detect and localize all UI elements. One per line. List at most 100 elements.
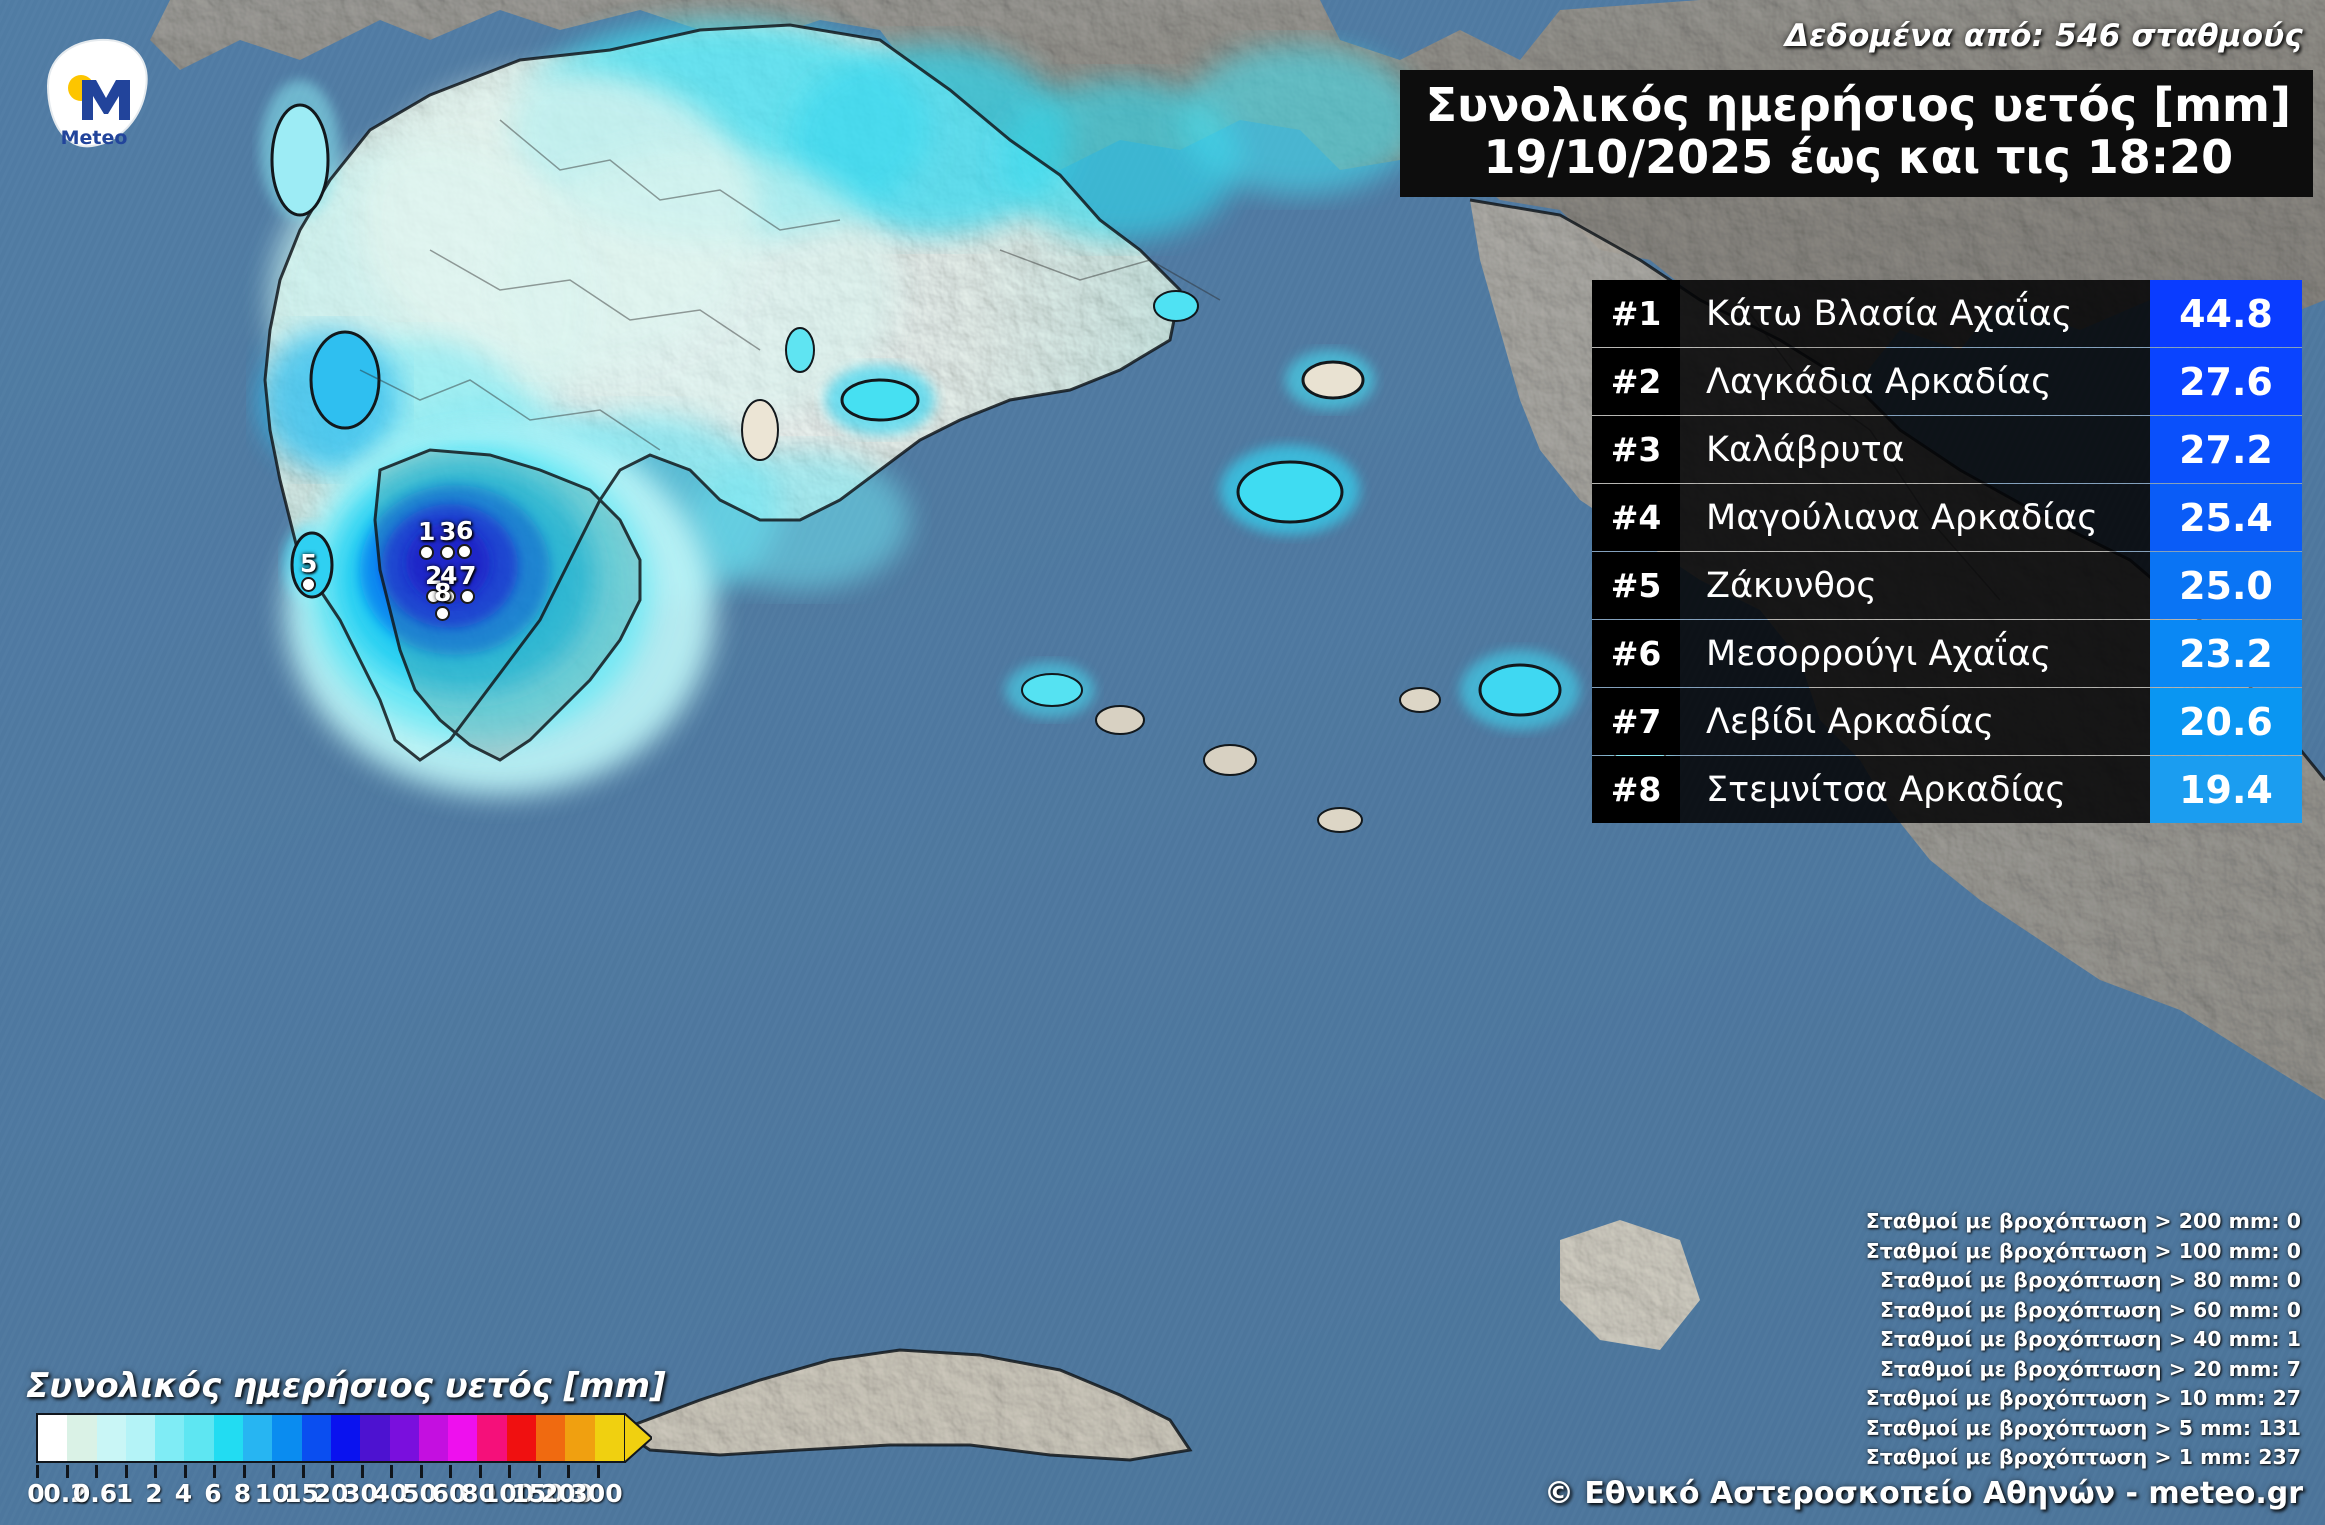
colorbar-tick [183, 1465, 187, 1478]
copyright-line: © Εθνικό Αστεροσκοπείο Αθηνών - meteo.gr [1543, 1476, 2303, 1511]
station-name: Μαγούλιανα Αρκαδίας [1680, 484, 2150, 551]
colorbar-segment [360, 1415, 390, 1461]
colorbar-tick [301, 1465, 305, 1478]
station-name: Λεβίδι Αρκαδίας [1680, 688, 2150, 755]
colorbar-tick [567, 1465, 570, 1478]
colorbar-segment [418, 1415, 449, 1461]
station-value: 44.8 [2150, 280, 2302, 347]
colorbar-tick [537, 1465, 541, 1478]
colorbar-tick [124, 1465, 128, 1478]
statistic-line: Σταθμοί με βροχόπτωση > 20 mm: 7 [1879, 1356, 2301, 1381]
colorbar-tick-labels: 0 0.2 0.6 1 2 4 6 8 10 15 20 30 40 50 60 80 100 150 200 300 [27, 1479, 656, 1515]
colorbar-tick [95, 1465, 98, 1478]
table-row: #4 Μαγούλιανα Αρκαδίας 25.4 [1592, 484, 2302, 552]
station-name: Λαγκάδια Αρκαδίας [1680, 348, 2150, 415]
station-rank: #2 [1592, 348, 1680, 415]
table-row: #6 Μεσορρούγι Αχαΐας 23.2 [1592, 620, 2302, 688]
colorbar-tick-label: 40 [372, 1479, 408, 1508]
table-row: #1 Κάτω Βλασία Αχαΐας 44.8 [1592, 280, 2302, 348]
station-name: Στεμνίτσα Αρκαδίας [1680, 756, 2150, 823]
station-dot[interactable] [460, 589, 475, 604]
colorbar-segment [272, 1415, 302, 1461]
peloponnese-outline [375, 450, 640, 760]
colorbar-tick-label: 0 [27, 1479, 45, 1508]
colorbar-tick [596, 1465, 600, 1478]
station-name: Καλάβρυτα [1680, 416, 2150, 483]
colorbar-tick-label: 0.6 [72, 1479, 118, 1508]
page-title: Συνολικός ημερήσιος υετός [mm] [1425, 78, 2291, 132]
colorbar-tick [360, 1465, 364, 1478]
station-rank: #3 [1592, 416, 1680, 483]
station-dot[interactable] [435, 606, 450, 621]
stations-count-line: Δεδομένα από: 546 σταθμούς [1784, 18, 2303, 54]
station-rank: #8 [1592, 756, 1680, 823]
statistic-line: Σταθμοί με βροχόπτωση > 1 mm: 237 [1865, 1445, 2301, 1470]
station-marker-label: 4 [440, 561, 458, 590]
table-row: #7 Λεβίδι Αρκαδίας 20.6 [1592, 688, 2302, 756]
colorbar-segment [213, 1415, 244, 1461]
top-stations-table: #1 Κάτω Βλασία Αχαΐας 44.8 #2 Λαγκάδια Αρκαδ… [1592, 280, 2302, 823]
station-name: Μεσορρούγι Αχαΐας [1680, 620, 2150, 687]
colorbar-tick-label: 200 [540, 1479, 594, 1508]
colorbar-tick [449, 1465, 452, 1478]
statistic-line: Σταθμοί με βροχόπτωση > 60 mm: 0 [1879, 1297, 2301, 1322]
station-rank: #5 [1592, 552, 1680, 619]
colorbar-segment [389, 1415, 419, 1461]
colorbar-tick [154, 1465, 157, 1478]
colorbar-tick-label: 8 [233, 1479, 252, 1508]
station-value: 25.4 [2150, 484, 2302, 551]
colorbar-arrow-tip [624, 1413, 652, 1463]
station-name: Ζάκυνθος [1680, 552, 2150, 619]
colorbar [36, 1413, 656, 1465]
table-row: #3 Καλάβρυτα 27.2 [1592, 416, 2302, 484]
colorbar-segment [594, 1415, 624, 1461]
station-dot[interactable] [441, 589, 456, 604]
station-marker-label: 3 [439, 517, 457, 546]
station-dot[interactable] [419, 545, 434, 560]
station-dot[interactable] [426, 589, 441, 604]
colorbar-tick-label: 1 [115, 1479, 134, 1508]
colorbar-segment [477, 1415, 507, 1461]
colorbar-ticks [36, 1465, 656, 1479]
station-dot[interactable] [301, 577, 316, 592]
colorbar-tick [242, 1465, 246, 1478]
station-rank: #7 [1592, 688, 1680, 755]
station-marker-label: 1 [418, 517, 436, 546]
statistic-line: Σταθμοί με βροχόπτωση > 200 mm: 0 [1865, 1209, 2301, 1233]
colorbar-segment [565, 1415, 595, 1461]
colorbar-tick-label: 300 [570, 1479, 623, 1508]
station-value: 19.4 [2150, 756, 2302, 823]
table-row: #5 Ζάκυνθος 25.0 [1592, 552, 2302, 620]
colorbar-tick [331, 1465, 334, 1478]
svg-text:Meteo: Meteo [61, 127, 128, 149]
colorbar-tick-label: 60 [431, 1479, 467, 1508]
meteo-logo[interactable]: Meteo [34, 36, 154, 154]
legend-title: Συνολικός ημερήσιος υετός [mm] [26, 1366, 666, 1406]
statistic-line: Σταθμοί με βροχόπτωση > 10 mm: 27 [1865, 1386, 2301, 1411]
statistic-line: Σταθμοί με βροχόπτωση > 100 mm: 0 [1865, 1238, 2301, 1263]
statistic-line: Σταθμοί με βροχόπτωση > 80 mm: 0 [1879, 1268, 2301, 1293]
colorbar-legend: Συνολικός ημερήσιος υετός [mm] 0 0.2 0.6 1 2… [18, 1366, 666, 1515]
table-row: #8 Στεμνίτσα Αρκαδίας 19.4 [1592, 756, 2302, 823]
station-value: 25.0 [2150, 552, 2302, 619]
colorbar-segment [96, 1415, 126, 1461]
colorbar-swatches [36, 1413, 626, 1463]
station-marker-label: 2 [425, 561, 443, 590]
threshold-statistics: Σταθμοί με βροχόπτωση > 200 mm: 0 Σταθμοί… [1866, 1207, 2301, 1473]
station-marker-label: 5 [300, 549, 318, 578]
table-row: #2 Λαγκάδια Αρκαδίας 27.6 [1592, 348, 2302, 416]
colorbar-segment [125, 1415, 156, 1461]
station-value: 27.2 [2150, 416, 2302, 483]
colorbar-tick [272, 1465, 275, 1478]
station-dot[interactable] [440, 545, 455, 560]
colorbar-tick-label: 20 [313, 1479, 349, 1508]
colorbar-segment [155, 1415, 185, 1461]
title-box: Συνολικός ημερήσιος υετός [mm] 19/10/202… [1399, 70, 2313, 198]
colorbar-segment [330, 1415, 361, 1461]
colorbar-tick [478, 1465, 482, 1478]
station-name: Κάτω Βλασία Αχαΐας [1680, 280, 2150, 347]
statistic-line: Σταθμοί με βροχόπτωση > 40 mm: 1 [1879, 1327, 2301, 1352]
colorbar-tick [419, 1465, 423, 1478]
station-dot[interactable] [457, 544, 472, 559]
colorbar-tick-label: 50 [402, 1479, 437, 1508]
